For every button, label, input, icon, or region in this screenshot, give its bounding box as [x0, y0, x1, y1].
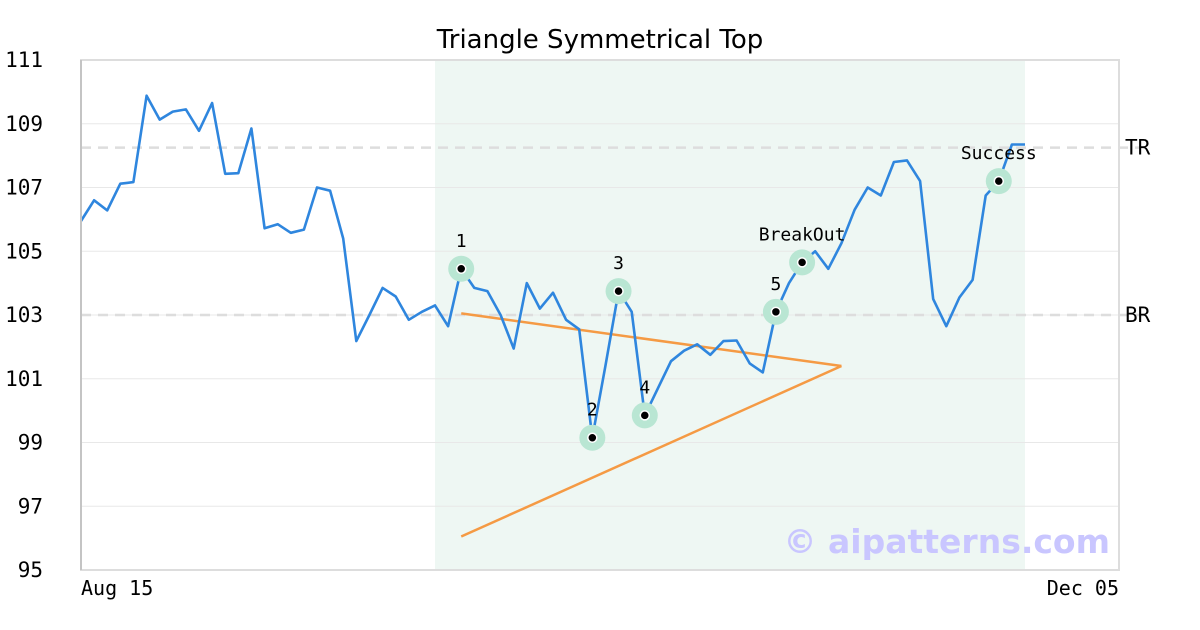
- point-label: 2: [587, 400, 598, 421]
- point-label: 4: [639, 377, 650, 398]
- pattern-points: 1 2 3 4 5 BreakOut Success: [448, 143, 1037, 451]
- point-label: 5: [770, 274, 781, 295]
- point-marker: [455, 263, 467, 275]
- y-tick-label: 99: [18, 431, 43, 455]
- chart-title: Triangle Symmetrical Top: [436, 25, 764, 55]
- y-tick-label: 103: [5, 303, 43, 327]
- x-tick-label: Aug 15: [81, 576, 153, 600]
- point-marker: [993, 175, 1005, 187]
- y-tick-label: 97: [18, 494, 43, 518]
- y-tick-label: 101: [5, 367, 43, 391]
- y-tick-label: 105: [5, 239, 43, 263]
- reference-label-br: BR: [1125, 303, 1151, 327]
- triangle-line: [460, 364, 842, 538]
- point-marker: [613, 285, 624, 297]
- x-tick-label: Dec 05: [1047, 576, 1119, 600]
- reference-label-tr: TR: [1125, 136, 1151, 160]
- y-tick-label: 95: [18, 558, 43, 582]
- y-tick-label: 107: [5, 176, 43, 200]
- y-tick-label: 109: [5, 112, 43, 136]
- watermark: © aipatterns.com: [784, 522, 1110, 561]
- price-line: [79, 94, 1025, 440]
- price-series: [79, 94, 1025, 440]
- point-label: BreakOut: [759, 224, 846, 245]
- point-marker: [639, 410, 651, 421]
- point-label: 1: [456, 231, 467, 252]
- point-marker: [587, 432, 598, 443]
- triangle-lines: [460, 312, 842, 538]
- axes: 95 97 99 101 103 105 107 109 111 Aug 15 Dec 05: [5, 48, 1120, 600]
- point-marker: [796, 257, 808, 268]
- triangle-line: [461, 312, 842, 368]
- y-tick-label: 111: [5, 48, 43, 72]
- point-marker: [770, 306, 782, 318]
- point-label: Success: [961, 143, 1037, 164]
- point-label: 3: [613, 253, 624, 274]
